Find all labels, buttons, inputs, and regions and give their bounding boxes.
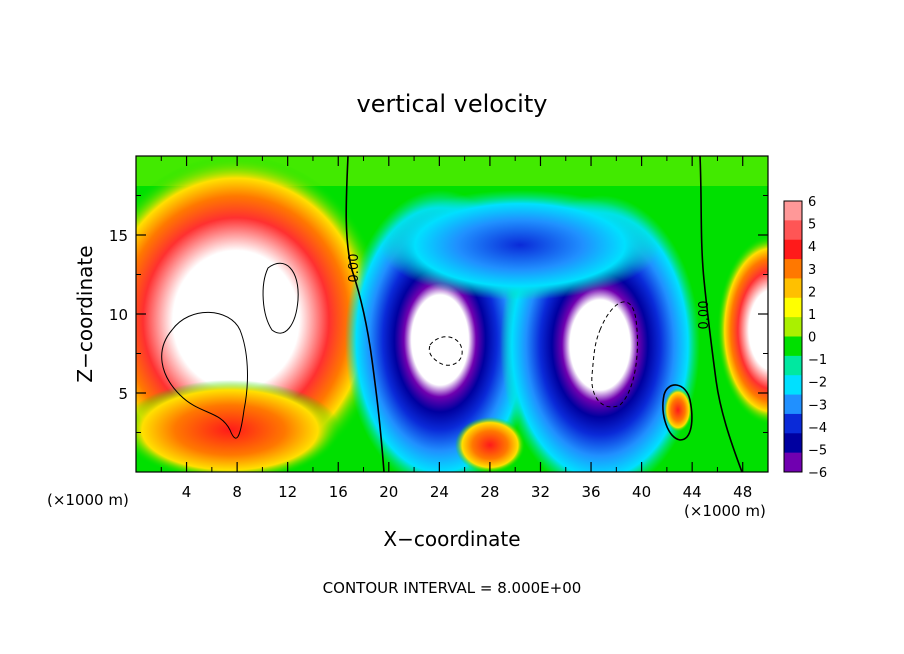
colorbar-label: 0 <box>808 331 816 346</box>
colorbar-swatch <box>784 394 802 415</box>
x-unit-left: (×1000 m) <box>47 491 129 509</box>
x-tick-label: 36 <box>581 483 600 501</box>
updraft-region-east <box>717 235 768 425</box>
colorbar-swatch <box>784 297 802 318</box>
contour-center-dashed <box>591 301 638 408</box>
contour-interval-note: CONTOUR INTERVAL = 8.000E+00 <box>323 579 582 597</box>
colorbar-swatch <box>784 452 802 473</box>
x-tick-label: 24 <box>430 483 449 501</box>
colorbar-swatch <box>784 239 802 260</box>
colorbar-label: −1 <box>808 353 827 368</box>
colorbar-swatch <box>784 259 802 279</box>
colorbar-label: 3 <box>808 263 816 278</box>
contour-west-inner <box>161 311 248 439</box>
y-axis: 5 10 15 <box>109 195 768 433</box>
downdraft-region-upper <box>380 190 660 300</box>
colorbar-label: 4 <box>808 240 816 255</box>
colorbar-label: 6 <box>808 195 816 210</box>
x-tick-label: 4 <box>182 483 192 501</box>
colorbar-swatch <box>784 355 802 376</box>
plot-area <box>136 156 768 472</box>
y-tick-label: 5 <box>118 385 128 403</box>
x-tick-label: 48 <box>733 483 752 501</box>
updraft-region-small-east <box>664 388 692 432</box>
contour-center-west-dashed <box>428 336 463 366</box>
colorbar-swatch <box>784 317 802 337</box>
colorbar-label: −6 <box>808 466 827 481</box>
colorbar-label: 1 <box>808 308 816 323</box>
x-tick-label: 12 <box>278 483 297 501</box>
x-tick-label: 20 <box>379 483 398 501</box>
colorbar-swatch <box>784 375 802 396</box>
colorbar-label: −2 <box>808 376 827 391</box>
colorbar-label: −3 <box>808 398 827 413</box>
x-tick-label: 28 <box>480 483 499 501</box>
colorbar-swatch <box>784 201 802 221</box>
x-tick-label: 8 <box>232 483 242 501</box>
y-tick-label: 10 <box>109 306 128 324</box>
colorbar-label: 2 <box>808 285 816 300</box>
contour-label-west: 0.00 <box>347 254 362 283</box>
x-axis: 4 8 12 16 20 24 28 32 36 40 44 48 <box>160 156 752 501</box>
updraft-region-west-low <box>136 380 340 472</box>
x-tick-label: 16 <box>329 483 348 501</box>
colorbar-swatch <box>784 433 802 454</box>
colorbar-label: 5 <box>808 218 816 233</box>
colorbar-swatch <box>784 220 802 241</box>
x-unit-right: (×1000 m) <box>684 502 766 520</box>
x-tick-label: 44 <box>683 483 702 501</box>
colorbar-frame <box>783 200 803 473</box>
colorbar-swatch <box>784 413 802 434</box>
x-tick-label: 40 <box>632 483 651 501</box>
y-axis-label: Z−coordinate <box>73 245 97 382</box>
x-tick-label: 32 <box>531 483 550 501</box>
zero-contour-east <box>699 156 743 472</box>
colorbar-label: −5 <box>808 443 827 458</box>
colorbar-swatch <box>784 278 802 299</box>
colorbar-label: −4 <box>808 421 827 436</box>
colorbar-swatch <box>784 336 802 357</box>
contour-label-east: 0.00 <box>697 301 712 330</box>
x-axis-label: X−coordinate <box>383 527 520 551</box>
colorbar: 6 5 4 3 2 1 0 −1 −2 −3 −4 −5 −6 <box>783 195 827 481</box>
contour-east-small <box>662 384 693 441</box>
zero-contour-west <box>345 156 385 472</box>
chart-title: vertical velocity <box>357 90 548 118</box>
y-tick-label: 15 <box>109 227 128 245</box>
updraft-region-small-center <box>455 417 525 472</box>
contour-west-upper <box>262 262 299 334</box>
